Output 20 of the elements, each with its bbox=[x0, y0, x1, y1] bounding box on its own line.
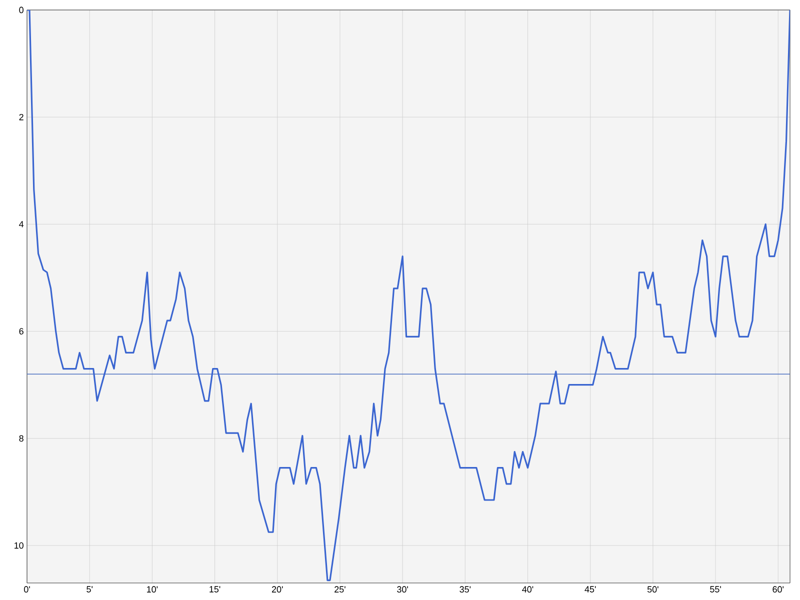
x-tick-label: 35' bbox=[460, 586, 471, 593]
x-tick-label: 0' bbox=[24, 586, 30, 593]
x-tick-label: 20' bbox=[272, 586, 283, 593]
y-tick-label: 6 bbox=[19, 328, 24, 334]
x-tick-label: 40' bbox=[522, 586, 534, 593]
x-tick-label: 45' bbox=[584, 586, 596, 592]
y-tick-label: 10 bbox=[14, 542, 24, 549]
x-tick-label: 10' bbox=[147, 586, 158, 593]
x-tick-label: 5' bbox=[86, 586, 93, 592]
y-tick-label: 4 bbox=[19, 221, 24, 228]
y-tick-label: 0 bbox=[19, 6, 24, 14]
y-tick-label: 2 bbox=[19, 114, 24, 120]
y-tick-label: 8 bbox=[19, 435, 24, 442]
line-series bbox=[27, 10, 790, 582]
x-tick-label: 15' bbox=[210, 586, 220, 592]
x-tick-label: 30' bbox=[397, 586, 408, 593]
x-tick-label: 55' bbox=[710, 586, 721, 592]
x-tick-label: 50' bbox=[647, 586, 658, 593]
x-tick-label: 25' bbox=[334, 586, 346, 593]
x-tick-label: 60' bbox=[772, 586, 784, 593]
